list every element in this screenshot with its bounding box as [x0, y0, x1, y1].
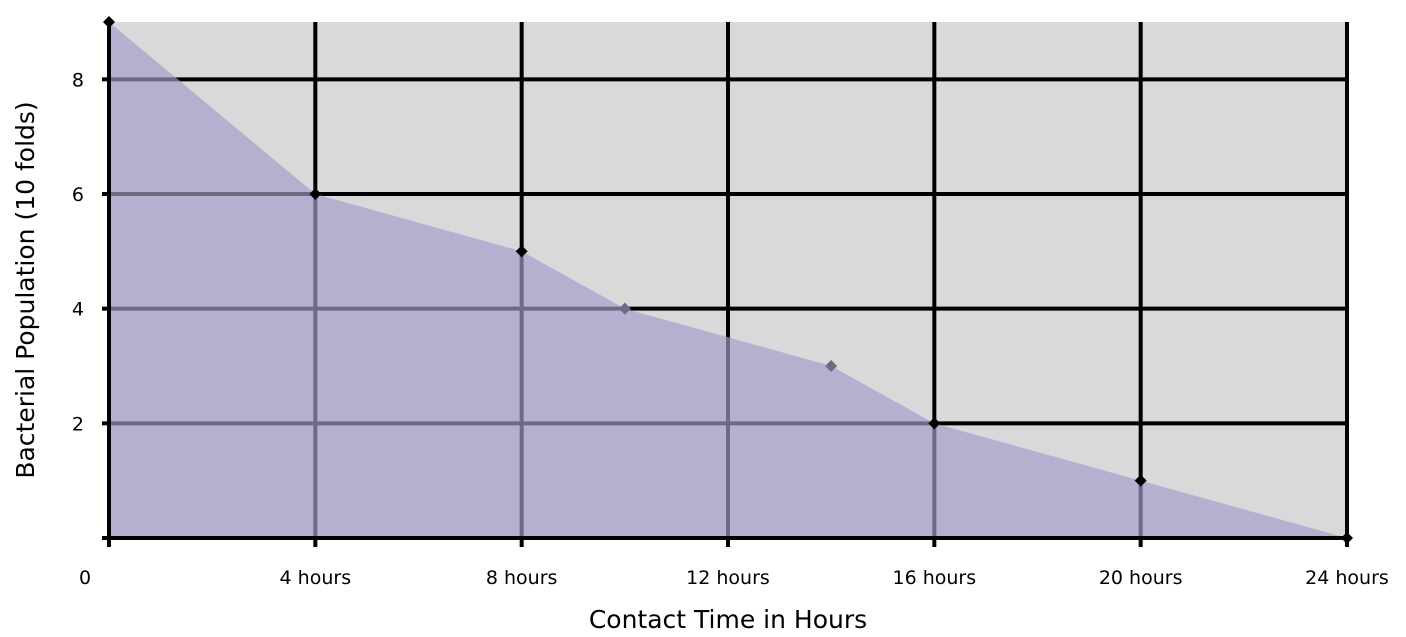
area-fill	[109, 22, 1347, 538]
data-point-4	[825, 360, 838, 372]
tick-labels: 0 4 hours 8 hours 12 hours 16 hours 20 hours 2…	[72, 69, 1389, 589]
y-tick-label-8: 8	[72, 69, 84, 91]
x-tick-label-16: 16 hours	[893, 567, 977, 589]
x-tick-label-20: 20 hours	[1099, 567, 1183, 589]
y-tick-label-6: 6	[72, 184, 84, 206]
data-point-3	[618, 302, 631, 315]
axes	[102, 20, 1349, 547]
x-tick-label-24: 24 hours	[1305, 567, 1389, 589]
data-point-2	[515, 245, 528, 258]
x-axis-title: Contact Time in Hours	[589, 605, 867, 634]
x-tick-label-0: 0	[79, 567, 91, 589]
data-point-6	[1134, 474, 1147, 487]
data-point-5	[928, 417, 941, 430]
data-point-1	[309, 188, 322, 200]
y-axis-title: Bacterial Population (10 folds)	[11, 101, 40, 478]
x-tick-label-12: 12 hours	[686, 567, 770, 589]
y-tick-label-2: 2	[72, 413, 84, 435]
y-tick-label-4: 4	[72, 299, 84, 321]
x-tick-label-8: 8 hours	[486, 567, 558, 589]
x-tick-label-4: 4 hours	[280, 567, 352, 589]
